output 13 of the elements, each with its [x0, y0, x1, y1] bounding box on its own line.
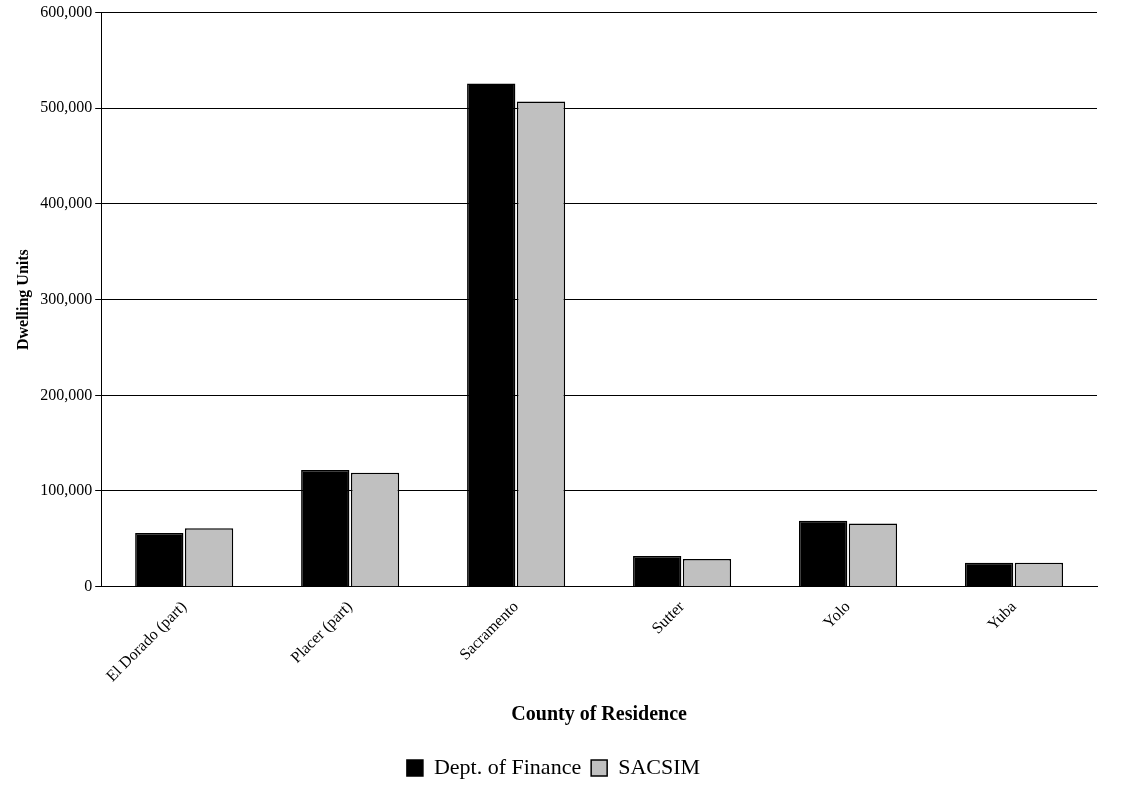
- legend-label: Dept. of Finance: [433, 753, 582, 779]
- y-tick-label: 100,000: [40, 481, 93, 499]
- y-tick-label: 300,000: [40, 289, 93, 307]
- y-tick-label: 600,000: [40, 2, 93, 20]
- x-axis-title: County of Residence: [511, 702, 687, 726]
- y-tick-label: 400,000: [40, 194, 93, 212]
- x-tick-label: Yolo: [819, 597, 854, 632]
- legend-label: SACSIM: [618, 753, 701, 779]
- y-axis-title: Dwelling Units: [13, 249, 32, 351]
- y-tick-label: 500,000: [40, 98, 93, 116]
- y-tick-label: 200,000: [40, 385, 93, 403]
- x-tick-label: Yuba: [983, 597, 1020, 633]
- y-tick-label: 0: [84, 576, 93, 594]
